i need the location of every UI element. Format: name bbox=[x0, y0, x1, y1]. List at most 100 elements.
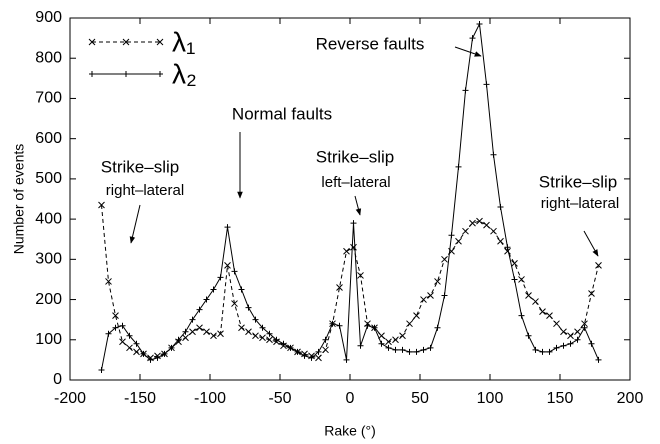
point-marker bbox=[315, 354, 322, 362]
annotation: Strike–slip bbox=[539, 172, 617, 191]
point-marker bbox=[231, 268, 238, 275]
point-marker bbox=[252, 316, 259, 323]
point-marker bbox=[406, 348, 413, 355]
point-marker bbox=[504, 244, 511, 251]
point-marker bbox=[126, 344, 133, 352]
point-marker bbox=[455, 237, 462, 245]
point-marker bbox=[112, 324, 119, 331]
annotation-arrow bbox=[454, 46, 482, 57]
point-marker bbox=[364, 322, 371, 329]
point-marker bbox=[196, 324, 203, 332]
point-marker bbox=[231, 300, 238, 307]
point-marker bbox=[168, 344, 175, 351]
point-marker bbox=[119, 322, 126, 329]
point-marker bbox=[210, 286, 217, 293]
point-marker bbox=[329, 320, 336, 327]
point-marker bbox=[399, 346, 406, 353]
point-marker bbox=[210, 332, 217, 340]
point-marker bbox=[420, 296, 427, 303]
annotation: Normal faults bbox=[232, 104, 332, 123]
point-marker bbox=[224, 262, 231, 269]
point-marker bbox=[560, 328, 567, 336]
x-tick-label: 200 bbox=[617, 390, 644, 407]
x-tick-label: -50 bbox=[268, 390, 291, 407]
point-marker bbox=[441, 292, 448, 299]
point-marker bbox=[203, 328, 210, 336]
annotation: Reverse faults bbox=[316, 34, 425, 53]
legend-marker bbox=[89, 71, 95, 77]
point-marker bbox=[140, 350, 147, 357]
point-marker bbox=[245, 304, 252, 311]
point-marker bbox=[525, 332, 532, 339]
point-marker bbox=[462, 227, 469, 235]
point-marker bbox=[336, 322, 343, 329]
point-marker bbox=[406, 320, 413, 328]
legend-marker bbox=[88, 38, 96, 46]
point-marker bbox=[322, 346, 329, 354]
x-tick-label: -200 bbox=[54, 390, 86, 407]
point-marker bbox=[182, 334, 189, 342]
point-marker bbox=[322, 336, 329, 343]
point-marker bbox=[532, 298, 539, 305]
point-marker bbox=[357, 342, 364, 349]
point-marker bbox=[315, 348, 322, 355]
y-tick-label: 700 bbox=[35, 90, 62, 107]
point-marker bbox=[147, 356, 154, 363]
point-marker bbox=[595, 262, 602, 269]
legend-marker bbox=[157, 71, 163, 77]
y-tick-label: 900 bbox=[35, 9, 62, 26]
legend-label: λ₁ bbox=[172, 26, 195, 57]
point-marker bbox=[420, 346, 427, 353]
annotation: left–lateral bbox=[321, 174, 390, 191]
point-marker bbox=[546, 348, 553, 355]
legend-label: λ₂ bbox=[172, 58, 197, 89]
point-marker bbox=[385, 338, 392, 346]
point-marker bbox=[203, 296, 210, 303]
point-marker bbox=[469, 219, 476, 227]
legend-marker bbox=[156, 38, 164, 46]
point-marker bbox=[259, 324, 266, 331]
y-axis-label: Number of events bbox=[11, 144, 27, 255]
point-marker bbox=[273, 336, 280, 343]
point-marker bbox=[105, 278, 112, 285]
point-marker bbox=[476, 217, 483, 225]
point-marker bbox=[574, 336, 581, 343]
point-marker bbox=[518, 312, 525, 319]
point-marker bbox=[259, 334, 266, 342]
point-marker bbox=[175, 336, 182, 343]
point-marker bbox=[511, 276, 518, 283]
point-marker bbox=[462, 87, 469, 94]
point-marker bbox=[224, 224, 231, 231]
point-marker bbox=[532, 346, 539, 353]
point-marker bbox=[287, 344, 294, 351]
annotation-arrow bbox=[129, 204, 141, 244]
point-marker bbox=[504, 247, 511, 255]
legend-marker bbox=[122, 38, 130, 46]
series-line bbox=[101, 22, 599, 371]
point-marker bbox=[98, 201, 105, 209]
point-marker bbox=[105, 330, 112, 337]
point-marker bbox=[455, 163, 462, 170]
point-marker bbox=[196, 306, 203, 313]
point-marker bbox=[385, 344, 392, 351]
point-marker bbox=[378, 340, 385, 347]
point-marker bbox=[126, 332, 133, 339]
annotation: right–lateral bbox=[106, 182, 184, 199]
point-marker bbox=[567, 332, 574, 340]
point-marker bbox=[595, 356, 602, 363]
x-tick-label: 0 bbox=[346, 390, 355, 407]
point-marker bbox=[238, 286, 245, 293]
point-marker bbox=[511, 260, 518, 267]
point-marker bbox=[588, 340, 595, 347]
point-marker bbox=[217, 274, 224, 281]
point-marker bbox=[301, 352, 308, 359]
point-marker bbox=[560, 342, 567, 349]
y-tick-label: 200 bbox=[35, 291, 62, 308]
legend-marker bbox=[123, 71, 129, 77]
point-marker bbox=[497, 237, 504, 245]
point-marker bbox=[525, 292, 532, 299]
y-tick-label: 800 bbox=[35, 49, 62, 66]
point-marker bbox=[476, 21, 483, 28]
point-marker bbox=[434, 278, 441, 285]
y-tick-label: 600 bbox=[35, 130, 62, 147]
